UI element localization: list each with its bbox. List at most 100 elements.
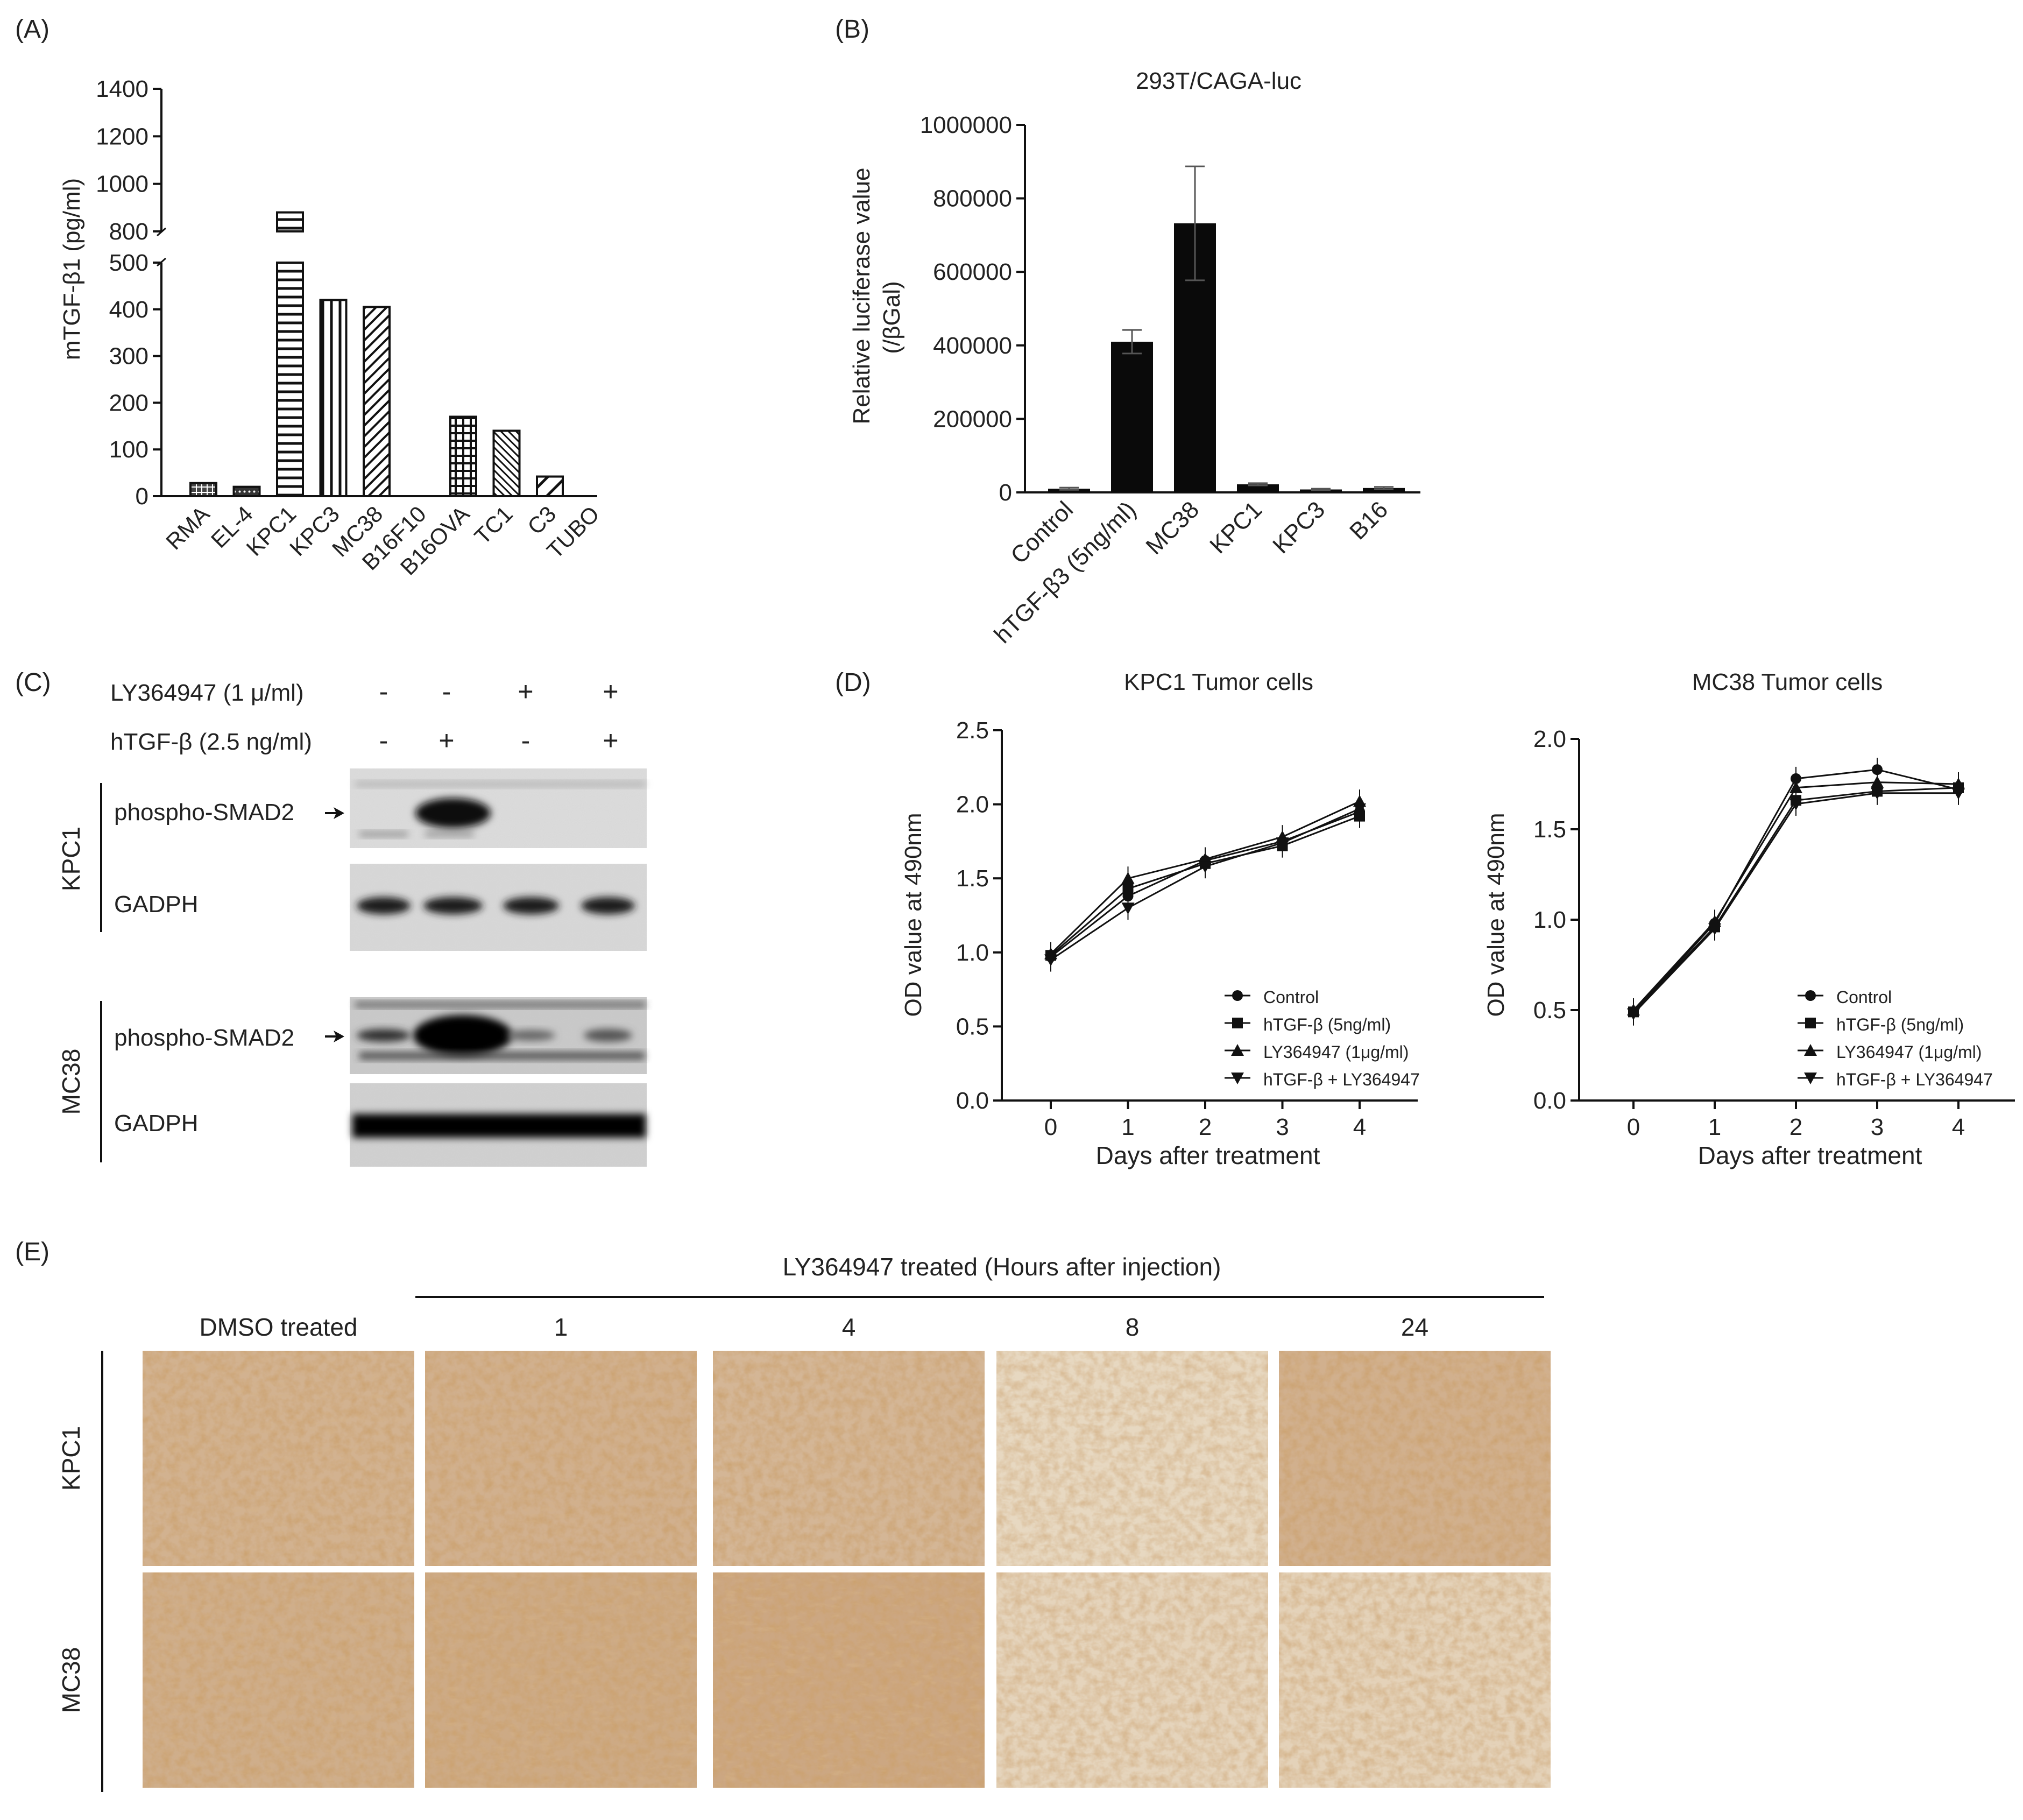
blot-group-mc38: MC38 bbox=[57, 1049, 85, 1115]
legend-label: hTGF-β + LY364947 bbox=[1836, 1070, 1993, 1089]
panel-label-c: (C) bbox=[15, 668, 51, 697]
data-point bbox=[1276, 837, 1289, 850]
x-tick-label: 1 bbox=[1121, 1114, 1134, 1140]
y-tick-label: 300 bbox=[109, 343, 148, 370]
x-tick-label: TC1 bbox=[470, 501, 518, 549]
data-point bbox=[1708, 923, 1721, 935]
arrow-icon bbox=[325, 1031, 344, 1042]
y-tick-label: 1000 bbox=[96, 171, 148, 197]
data-point bbox=[1872, 764, 1883, 775]
legend-label: hTGF-β (5ng/ml) bbox=[1836, 1015, 1964, 1034]
blot-condition-label: LY364947 (1 μ/ml) bbox=[110, 680, 304, 706]
y-tick-label: 0 bbox=[136, 483, 148, 510]
blot-condition-label: hTGF-β (2.5 ng/ml) bbox=[110, 729, 312, 755]
bar bbox=[449, 415, 477, 497]
legend-label: hTGF-β + LY364947 bbox=[1263, 1070, 1420, 1089]
y-tick-label: 2.5 bbox=[956, 717, 989, 744]
blot-sign: + bbox=[438, 725, 454, 756]
x-tick-label: 3 bbox=[1276, 1114, 1289, 1140]
x-tick-label: KPC1 bbox=[1205, 496, 1267, 559]
y-tick-label: 1200 bbox=[96, 123, 148, 150]
ihc-column-label: 1 bbox=[554, 1313, 568, 1341]
chart-b: 293T/CAGA-luc Relative luciferase value … bbox=[848, 68, 1420, 648]
bar bbox=[492, 429, 521, 497]
y-tick-label: 0 bbox=[999, 479, 1012, 506]
y-tick-label: 2.0 bbox=[1533, 726, 1566, 752]
blot-group-kpc1: KPC1 bbox=[57, 827, 85, 891]
chart-b-title: 293T/CAGA-luc bbox=[1136, 68, 1301, 94]
panel-label-a: (A) bbox=[15, 15, 49, 44]
ihc-tile bbox=[996, 1351, 1268, 1566]
y-tick-label: 0.5 bbox=[1533, 997, 1566, 1024]
data-point bbox=[1199, 861, 1212, 873]
bar bbox=[1111, 341, 1153, 492]
blot-row-label: phospho-SMAD2 bbox=[114, 799, 294, 826]
y-tick-label: 1000000 bbox=[920, 112, 1012, 138]
blot-row-label: GADPH bbox=[114, 891, 198, 918]
legend-label: Control bbox=[1836, 987, 1892, 1007]
data-point bbox=[1805, 1018, 1816, 1028]
data-point bbox=[1952, 787, 1965, 800]
y-tick-label: 0.0 bbox=[956, 1088, 989, 1114]
ihc-tile bbox=[1279, 1351, 1551, 1566]
ihc-column-label: 4 bbox=[842, 1313, 856, 1341]
y-tick-label: 1.5 bbox=[1533, 816, 1566, 843]
y-tick-label: 400 bbox=[109, 297, 148, 323]
x-tick-label: MC38 bbox=[1141, 496, 1204, 560]
blot-sign: + bbox=[518, 676, 533, 707]
chart-b-ylabel-units: (/βGal) bbox=[879, 281, 905, 354]
blot-image-kpc1-gadph bbox=[350, 864, 647, 951]
blot-sign: + bbox=[603, 676, 618, 707]
ihc-tile bbox=[143, 1572, 414, 1788]
x-tick-label: 2 bbox=[1789, 1114, 1802, 1140]
data-point bbox=[1232, 1018, 1243, 1028]
y-tick-label: 1400 bbox=[96, 76, 148, 102]
y-tick-label: 1.5 bbox=[956, 865, 989, 892]
x-tick-label: 2 bbox=[1199, 1114, 1212, 1140]
series-line bbox=[1632, 792, 1958, 1014]
panel-label-b: (B) bbox=[835, 15, 869, 44]
y-tick-label: 800 bbox=[109, 218, 148, 245]
data-point bbox=[1231, 1044, 1244, 1056]
legend-label: hTGF-β (5ng/ml) bbox=[1263, 1015, 1391, 1034]
y-tick-label: 800000 bbox=[933, 186, 1012, 212]
bar bbox=[1363, 488, 1405, 492]
ihc-grid: LY364947 treated (Hours after injection)… bbox=[57, 1253, 1551, 1792]
y-tick-label: 2.0 bbox=[956, 792, 989, 818]
blot-sign: - bbox=[521, 725, 530, 756]
blot-image-mc38-gadph bbox=[350, 1083, 647, 1167]
legend-label: Control bbox=[1263, 987, 1319, 1007]
data-point bbox=[1353, 803, 1366, 815]
panel-label-e: (E) bbox=[15, 1238, 49, 1266]
data-point bbox=[1805, 990, 1816, 1001]
blot-row-label: GADPH bbox=[114, 1110, 198, 1137]
chart-d-mc38: MC38 Tumor cells OD value at 490nm Days … bbox=[1483, 669, 2015, 1169]
panel-label-d: (D) bbox=[835, 668, 871, 697]
y-tick-label: 0.0 bbox=[1533, 1088, 1566, 1114]
ihc-tile bbox=[143, 1351, 414, 1566]
chart-d2-ylabel: OD value at 490nm bbox=[1483, 813, 1509, 1017]
western-blot: LY364947 (1 μ/ml) hTGF-β (2.5 ng/ml) - - +… bbox=[57, 676, 647, 1167]
bar bbox=[276, 211, 304, 232]
x-tick-label: 3 bbox=[1871, 1114, 1884, 1140]
ihc-column-label: 24 bbox=[1401, 1313, 1428, 1341]
data-point bbox=[1121, 902, 1135, 915]
y-tick-label: 200 bbox=[109, 390, 148, 416]
y-tick-label: 0.5 bbox=[956, 1013, 989, 1040]
data-point bbox=[1121, 872, 1135, 884]
chart-a-ylabel: mTGF-β1 (pg/ml) bbox=[59, 178, 85, 360]
data-point bbox=[1232, 990, 1243, 1001]
x-tick-label: 0 bbox=[1044, 1114, 1057, 1140]
data-point bbox=[1044, 954, 1057, 967]
chart-d1-title: KPC1 Tumor cells bbox=[1124, 669, 1313, 695]
y-tick-label: 200000 bbox=[933, 406, 1012, 432]
series-line bbox=[1632, 787, 1959, 1013]
y-tick-label: 1.0 bbox=[956, 940, 989, 966]
ihc-tile bbox=[425, 1351, 697, 1566]
x-tick-label: KPC1 bbox=[242, 501, 301, 561]
blot-sign: - bbox=[442, 676, 451, 707]
bar bbox=[1237, 484, 1279, 492]
legend-label: LY364947 (1μg/ml) bbox=[1263, 1042, 1409, 1062]
blot-image-kpc1-psmad2 bbox=[350, 768, 647, 848]
x-tick-label: 0 bbox=[1627, 1114, 1640, 1140]
